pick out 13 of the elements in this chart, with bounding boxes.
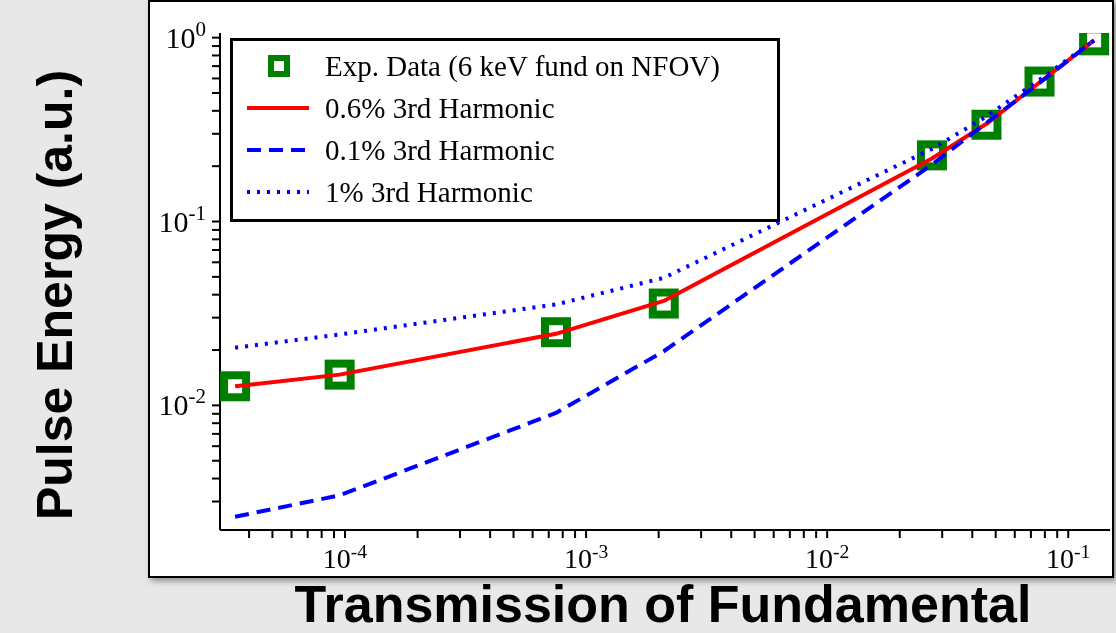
- legend-label: 0.6% 3rd Harmonic: [325, 91, 555, 125]
- x-tick-label: 10$^{-1}$: [1046, 540, 1091, 574]
- x-tick-label: 10$^{-4}$: [322, 540, 368, 574]
- legend-label: 1% 3rd Harmonic: [325, 175, 533, 209]
- x-tick-label: 10$^{-3}$: [563, 540, 609, 574]
- legend-label: 0.1% 3rd Harmonic: [325, 133, 555, 167]
- legend-label: Exp. Data (6 keV fund on NFOV): [325, 49, 720, 83]
- y-tick-label: 10$^{-1}$: [158, 200, 206, 238]
- y-axis-title: Pulse Energy (a.u.): [27, 69, 83, 521]
- x-axis-title: Transmission of Fundamental: [294, 575, 1032, 633]
- y-tick-label: 10$^{-2}$: [158, 384, 206, 422]
- x-tick-label: 10$^{-2}$: [805, 540, 850, 574]
- y-tick-label: 10$^{0}$: [165, 16, 206, 54]
